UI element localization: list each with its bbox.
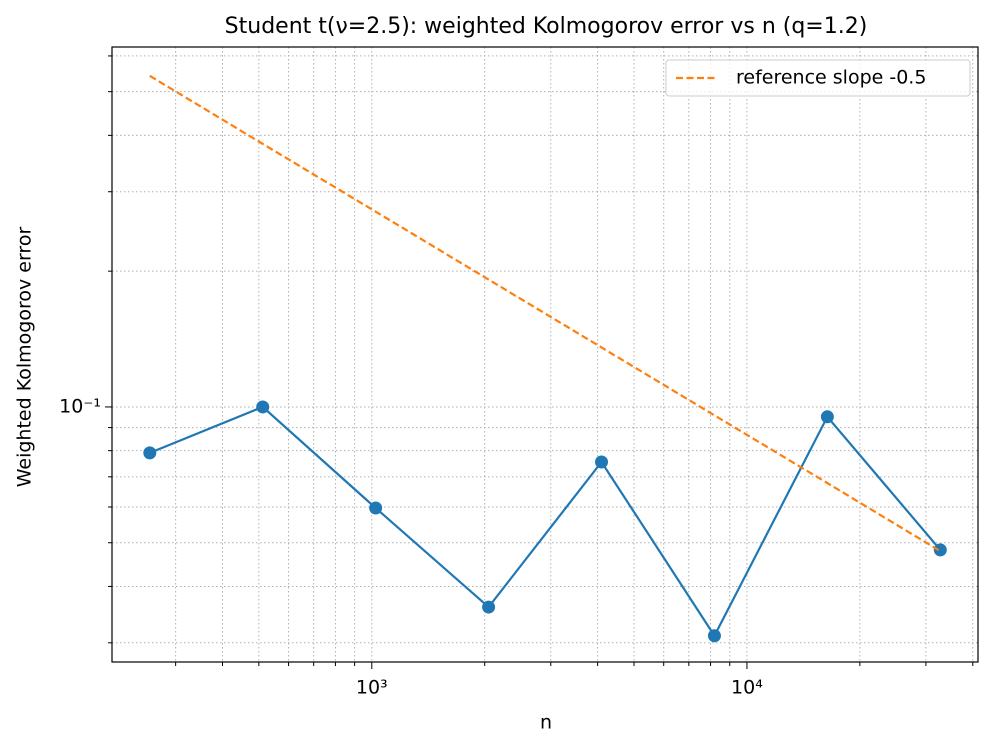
x-axis-label: n (540, 712, 552, 734)
data-point (143, 446, 157, 460)
data-point (369, 501, 383, 515)
plot-frame (111, 46, 979, 663)
x-tick-label: 10³ (356, 677, 388, 699)
data-point (707, 629, 721, 643)
data-point (933, 543, 947, 557)
legend-box (665, 59, 971, 97)
data-point (595, 455, 609, 469)
data-point (820, 410, 834, 424)
series-line (149, 405, 942, 638)
x-tick-label: 10⁴ (731, 677, 763, 699)
series-line (149, 74, 941, 553)
y-axis-label: Weighted Kolmogorov error (14, 227, 36, 488)
y-tick-label: 10⁻¹ (59, 395, 101, 417)
chart-title: Student t(ν=2.5): weighted Kolmogorov er… (225, 14, 868, 39)
legend: reference slope -0.5 (665, 59, 971, 97)
data-point (482, 600, 496, 614)
data-point (256, 400, 270, 414)
legend-label: reference slope -0.5 (736, 67, 926, 89)
